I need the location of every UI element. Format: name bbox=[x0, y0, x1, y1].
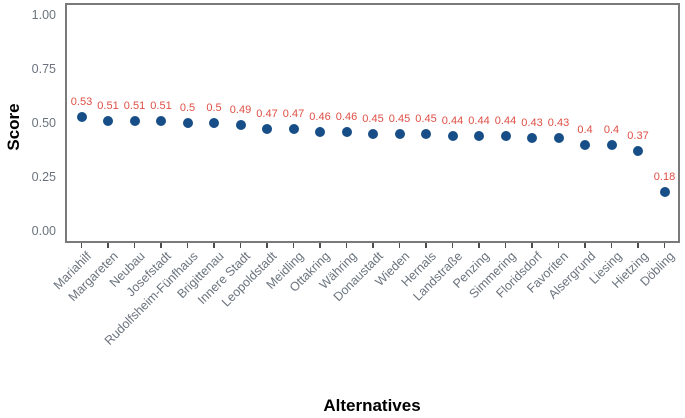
data-point-value-label: 0.37 bbox=[627, 130, 649, 143]
data-point bbox=[235, 120, 246, 131]
data-point bbox=[474, 130, 484, 141]
x-tick-mark bbox=[266, 243, 268, 248]
x-tick-mark bbox=[239, 243, 242, 248]
data-point bbox=[341, 126, 352, 137]
x-tick-mark bbox=[557, 243, 560, 248]
x-tick-mark bbox=[133, 243, 136, 248]
x-tick-mark bbox=[425, 243, 427, 248]
data-point-value-label: 0.45 bbox=[415, 112, 437, 125]
data-point-value-label: 0.44 bbox=[441, 114, 464, 127]
x-tick-mark bbox=[292, 243, 295, 248]
y-tick-label: 0.25 bbox=[31, 170, 56, 184]
data-point-value-label: 0.51 bbox=[150, 99, 172, 112]
x-tick-mark bbox=[610, 243, 613, 248]
data-point bbox=[262, 124, 272, 135]
data-point-value-label: 0.5 bbox=[206, 102, 222, 114]
data-point bbox=[368, 128, 378, 139]
x-tick-mark bbox=[504, 243, 507, 248]
x-axis-title: Alternatives bbox=[323, 396, 421, 415]
x-tick-mark bbox=[107, 243, 109, 248]
x-tick-mark bbox=[160, 243, 162, 248]
data-point-value-label: 0.49 bbox=[229, 104, 252, 117]
x-tick-mark bbox=[531, 243, 533, 248]
data-point-value-label: 0.5 bbox=[179, 102, 196, 114]
data-point bbox=[156, 115, 166, 126]
data-point bbox=[606, 139, 617, 150]
x-tick-mark bbox=[398, 243, 401, 248]
data-point-value-label: 0.44 bbox=[468, 114, 490, 127]
data-point-value-label: 0.47 bbox=[282, 108, 305, 121]
data-point-value-label: 0.53 bbox=[70, 95, 93, 108]
x-tick-mark bbox=[345, 243, 348, 248]
data-point-value-label: 0.44 bbox=[494, 114, 517, 127]
plot-panel bbox=[65, 3, 680, 243]
data-point-value-label: 0.45 bbox=[388, 112, 411, 125]
x-tick-mark bbox=[663, 243, 666, 248]
x-tick-mark bbox=[372, 243, 374, 248]
data-point bbox=[182, 118, 193, 128]
data-point-value-label: 0.46 bbox=[309, 110, 331, 123]
data-point bbox=[633, 146, 643, 157]
data-point bbox=[103, 115, 113, 126]
data-point-value-label: 0.18 bbox=[653, 171, 676, 184]
data-point bbox=[76, 111, 87, 122]
x-tick-mark bbox=[80, 243, 83, 248]
y-tick-label: 0.50 bbox=[31, 116, 56, 130]
data-point bbox=[129, 115, 140, 126]
data-point-value-label: 0.43 bbox=[547, 117, 570, 130]
data-point bbox=[527, 133, 537, 144]
x-tick-mark bbox=[451, 243, 454, 248]
data-point-value-label: 0.51 bbox=[97, 99, 119, 112]
data-point bbox=[209, 118, 219, 128]
x-tick-mark bbox=[213, 243, 215, 248]
y-tick-label: 0.00 bbox=[31, 224, 56, 238]
x-tick-mark bbox=[637, 243, 639, 248]
data-point bbox=[580, 139, 590, 150]
data-point-value-label: 0.51 bbox=[123, 99, 146, 112]
x-tick-mark bbox=[584, 243, 586, 248]
x-tick-mark bbox=[478, 243, 480, 248]
y-tick-label: 0.75 bbox=[31, 62, 56, 76]
data-point-value-label: 0.45 bbox=[362, 112, 384, 125]
y-tick-label: 1.00 bbox=[31, 8, 56, 22]
data-point-value-label: 0.46 bbox=[335, 110, 358, 123]
x-tick-mark bbox=[319, 243, 321, 248]
data-point bbox=[288, 124, 299, 135]
x-tick-mark bbox=[186, 243, 189, 248]
data-point-value-label: 0.4 bbox=[577, 123, 593, 136]
data-point-value-label: 0.43 bbox=[521, 117, 543, 130]
data-point-value-label: 0.47 bbox=[256, 108, 278, 121]
data-point-value-label: 0.4 bbox=[603, 123, 620, 136]
data-point bbox=[659, 187, 670, 198]
data-point bbox=[315, 126, 325, 137]
data-point bbox=[421, 128, 431, 139]
data-point bbox=[394, 128, 405, 139]
data-point bbox=[500, 130, 511, 141]
data-point bbox=[447, 130, 458, 141]
data-point bbox=[553, 133, 564, 144]
